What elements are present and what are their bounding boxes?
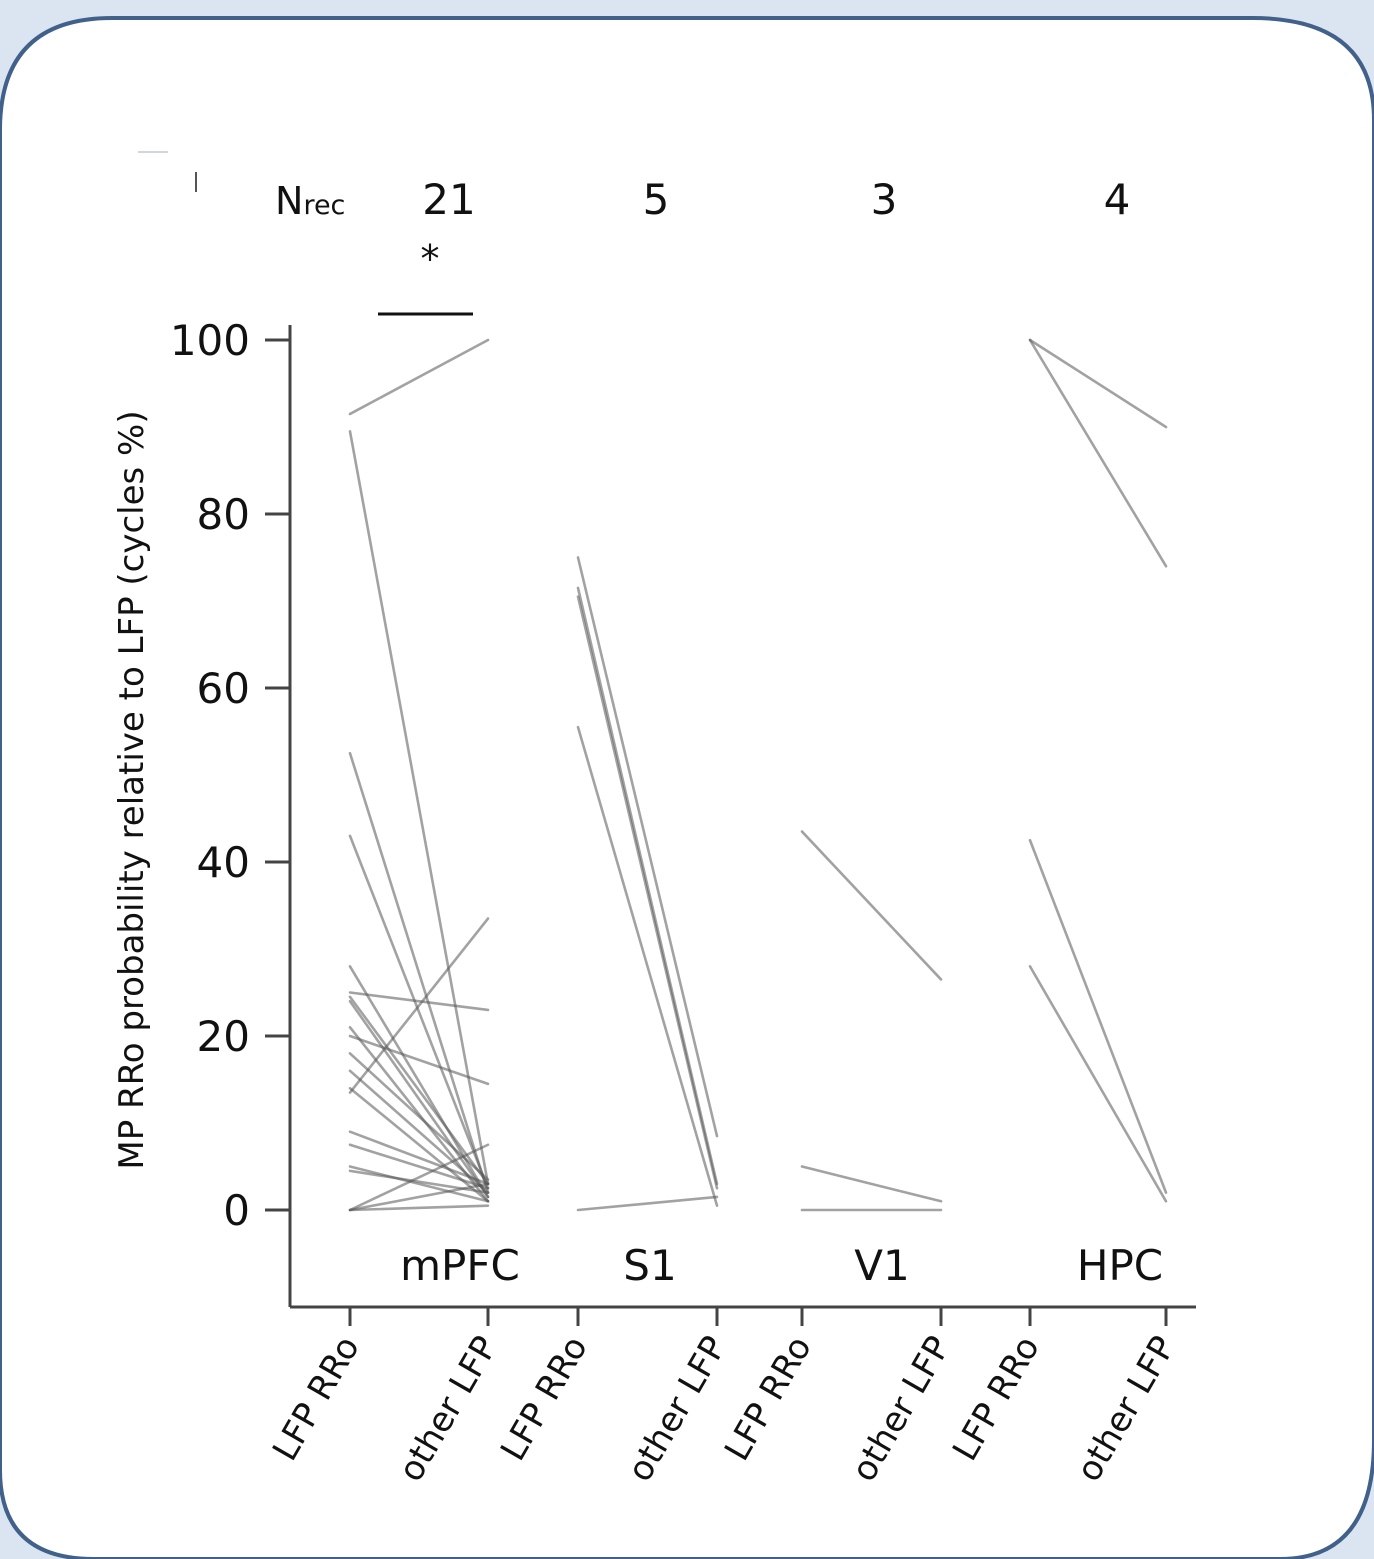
nrec-value: 5 bbox=[643, 175, 670, 224]
data-line bbox=[576, 595, 719, 1190]
nrec-value: 3 bbox=[871, 175, 898, 224]
data-line bbox=[348, 338, 490, 416]
y-tick-label: 80 bbox=[197, 490, 250, 539]
data-line bbox=[348, 1165, 490, 1203]
data-line bbox=[348, 995, 490, 1186]
nrec-value: 4 bbox=[1104, 175, 1131, 224]
data-line bbox=[348, 430, 490, 1186]
y-tick-label: 0 bbox=[223, 1186, 250, 1235]
data-line bbox=[1028, 338, 1168, 429]
nrec-values: 21 5 3 4 bbox=[422, 175, 1130, 224]
data-line bbox=[1028, 838, 1168, 1194]
y-tick-label: 60 bbox=[197, 664, 250, 713]
data-line bbox=[348, 834, 490, 1190]
data-line bbox=[800, 1165, 943, 1203]
data-line bbox=[348, 1182, 490, 1212]
data-line bbox=[1028, 338, 1168, 568]
nrec-value: 21 bbox=[422, 175, 475, 224]
data-line bbox=[348, 1204, 490, 1212]
data-line bbox=[348, 917, 490, 1094]
data-line bbox=[348, 1130, 490, 1186]
data-line bbox=[348, 1034, 490, 1086]
significance-star: * bbox=[421, 237, 440, 281]
nrec-label: Nrec bbox=[275, 179, 345, 223]
data-line bbox=[348, 1143, 490, 1190]
data-line bbox=[348, 1052, 490, 1181]
y-ticks: 0 20 40 60 80 100 bbox=[170, 316, 290, 1235]
data-line bbox=[576, 1195, 719, 1212]
group-labels: mPFC S1 V1 HPC bbox=[400, 1241, 1163, 1290]
figure-panel bbox=[0, 16, 1374, 1559]
data-line bbox=[348, 1143, 490, 1212]
y-tick-label: 20 bbox=[197, 1012, 250, 1061]
data-line bbox=[348, 751, 490, 1194]
y-tick-label: 100 bbox=[170, 316, 250, 365]
data-line bbox=[576, 725, 719, 1207]
data-line bbox=[348, 999, 490, 1199]
data-line bbox=[576, 556, 719, 1138]
y-tick-label: 40 bbox=[197, 838, 250, 887]
data-line bbox=[348, 1069, 490, 1194]
region-label: HPC bbox=[1077, 1241, 1163, 1290]
region-label: mPFC bbox=[400, 1241, 520, 1290]
data-line bbox=[800, 830, 943, 981]
region-label: V1 bbox=[854, 1241, 909, 1290]
region-label: S1 bbox=[623, 1241, 676, 1290]
data-line bbox=[348, 991, 490, 1012]
data-lines bbox=[348, 338, 1168, 1212]
data-line bbox=[1028, 965, 1168, 1203]
y-axis-label: MP RRo probability relative to LFP (cycl… bbox=[112, 410, 152, 1169]
data-line bbox=[348, 1086, 490, 1203]
